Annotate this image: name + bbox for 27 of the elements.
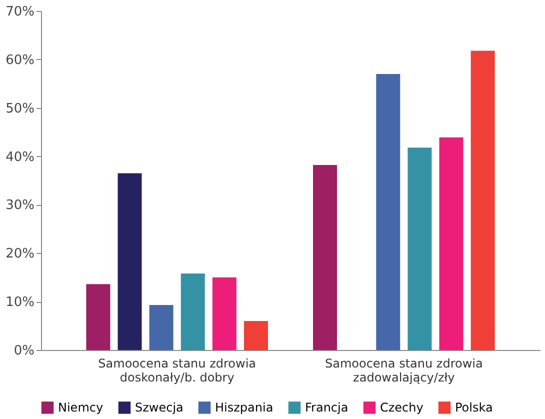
bar	[149, 304, 174, 350]
bar	[313, 165, 338, 350]
bar	[212, 277, 236, 350]
bar	[439, 137, 464, 350]
x-tick-label: Samoocena stanu zdrowia doskonały/b. dobry	[98, 356, 256, 384]
legend-label: Szwecja	[135, 400, 184, 415]
bar	[118, 173, 142, 350]
y-tick-label: 10%	[6, 295, 34, 310]
bar	[86, 284, 110, 350]
legend-label: Polska	[455, 400, 493, 415]
bar	[470, 50, 495, 350]
y-tick-label: 20%	[6, 246, 34, 262]
y-tick-label: 50%	[6, 101, 34, 116]
y-tick-label: 70%	[6, 4, 34, 20]
legend-label: Francja	[305, 400, 348, 415]
legend-label: Czechy	[380, 400, 424, 415]
y-tick-label: 30%	[6, 198, 34, 214]
y-tick-label: 40%	[6, 150, 34, 165]
legend-label: Hiszpania	[215, 400, 274, 415]
y-tick-label: 60%	[6, 52, 34, 68]
bar	[180, 273, 205, 350]
x-tick-label: Samoocena stanu zdrowia zadowalający/zły	[324, 356, 483, 384]
bar	[408, 148, 432, 350]
bar	[244, 320, 268, 350]
bar	[376, 74, 400, 350]
legend-label: Niemcy	[58, 400, 104, 415]
y-tick-label: 0%	[14, 344, 34, 358]
